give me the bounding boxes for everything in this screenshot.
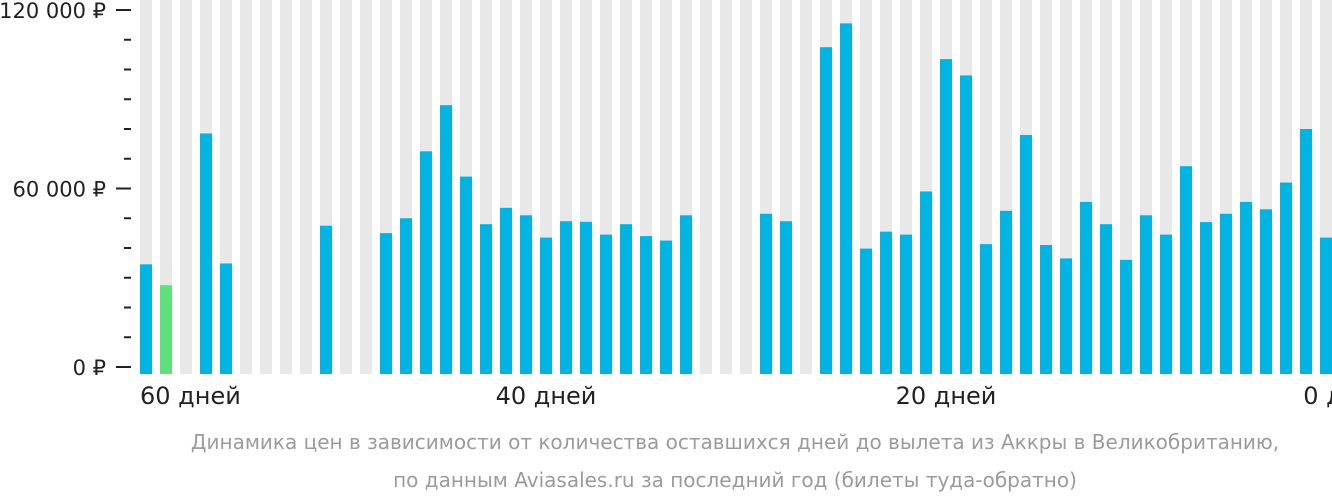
background-stripe — [240, 0, 252, 374]
price-bar — [1260, 209, 1272, 374]
price-bar — [1180, 166, 1192, 374]
background-stripe — [740, 0, 752, 374]
price-bar — [520, 215, 532, 374]
price-bar — [440, 105, 452, 374]
price-bar — [460, 176, 472, 374]
price-bar — [1160, 234, 1172, 374]
x-tick-label: 60 дней — [140, 382, 241, 410]
price-bar — [860, 248, 872, 374]
price-bar — [200, 133, 212, 374]
price-bar — [680, 215, 692, 374]
background-stripe — [700, 0, 712, 374]
price-bar — [1120, 259, 1132, 374]
price-bar — [1280, 182, 1292, 374]
price-bar — [760, 213, 772, 374]
price-bar — [580, 221, 592, 374]
background-stripe — [340, 0, 352, 374]
price-bar — [560, 221, 572, 374]
price-bar — [1200, 222, 1212, 374]
price-bar — [140, 264, 152, 374]
price-bar — [780, 221, 792, 374]
caption-line-1: Динамика цен в зависимости от количества… — [191, 430, 1279, 454]
background-stripe — [300, 0, 312, 374]
price-bar — [820, 47, 832, 374]
background-stripe — [800, 0, 812, 374]
price-bar — [620, 224, 632, 374]
price-bar — [840, 23, 852, 374]
price-bar — [540, 237, 552, 374]
price-bar — [900, 234, 912, 374]
background-stripe — [360, 0, 372, 374]
price-bar — [220, 263, 232, 374]
cheapest-bar — [160, 285, 172, 374]
x-tick-label: 0 дней — [1303, 382, 1332, 410]
price-bar — [1140, 215, 1152, 374]
price-bar — [1300, 129, 1312, 374]
x-axis: 60 дней 40 дней 20 дней 0 дней — [140, 382, 1332, 410]
background-stripe — [160, 0, 172, 374]
price-bar — [1320, 237, 1332, 374]
price-bar — [940, 59, 952, 375]
price-bar — [1000, 210, 1012, 374]
price-bar — [380, 233, 392, 374]
price-bar — [400, 218, 412, 374]
price-bar — [640, 236, 652, 374]
background-stripe — [280, 0, 292, 374]
x-tick-label: 40 дней — [496, 382, 597, 410]
price-bar — [1100, 224, 1112, 374]
price-bar — [500, 207, 512, 374]
background-stripe — [720, 0, 732, 374]
y-axis: 120 000 ₽ 60 000 ₽ 0 ₽ — [0, 0, 131, 380]
price-bar — [480, 224, 492, 374]
price-bar — [960, 75, 972, 374]
x-tick-label: 20 дней — [896, 382, 997, 410]
price-bar — [600, 234, 612, 374]
price-bar — [420, 151, 432, 374]
price-bar — [1020, 134, 1032, 374]
caption-line-2: по данным Aviasales.ru за последний год … — [393, 468, 1077, 492]
background-stripes — [140, 0, 1332, 374]
y-tick-label: 0 ₽ — [73, 356, 106, 380]
price-bar — [920, 191, 932, 374]
price-bar — [1060, 258, 1072, 374]
price-bar — [320, 225, 332, 374]
price-bar — [980, 244, 992, 374]
background-stripe — [260, 0, 272, 374]
price-bar — [1240, 201, 1252, 374]
price-bar — [1080, 201, 1092, 374]
price-bar — [880, 231, 892, 374]
price-bar — [1040, 245, 1052, 374]
background-stripe — [180, 0, 192, 374]
price-bars — [140, 23, 1332, 375]
price-bar — [1220, 213, 1232, 374]
price-bar — [660, 240, 672, 374]
y-tick-label: 60 000 ₽ — [12, 178, 106, 202]
y-tick-label: 120 000 ₽ — [0, 0, 106, 23]
